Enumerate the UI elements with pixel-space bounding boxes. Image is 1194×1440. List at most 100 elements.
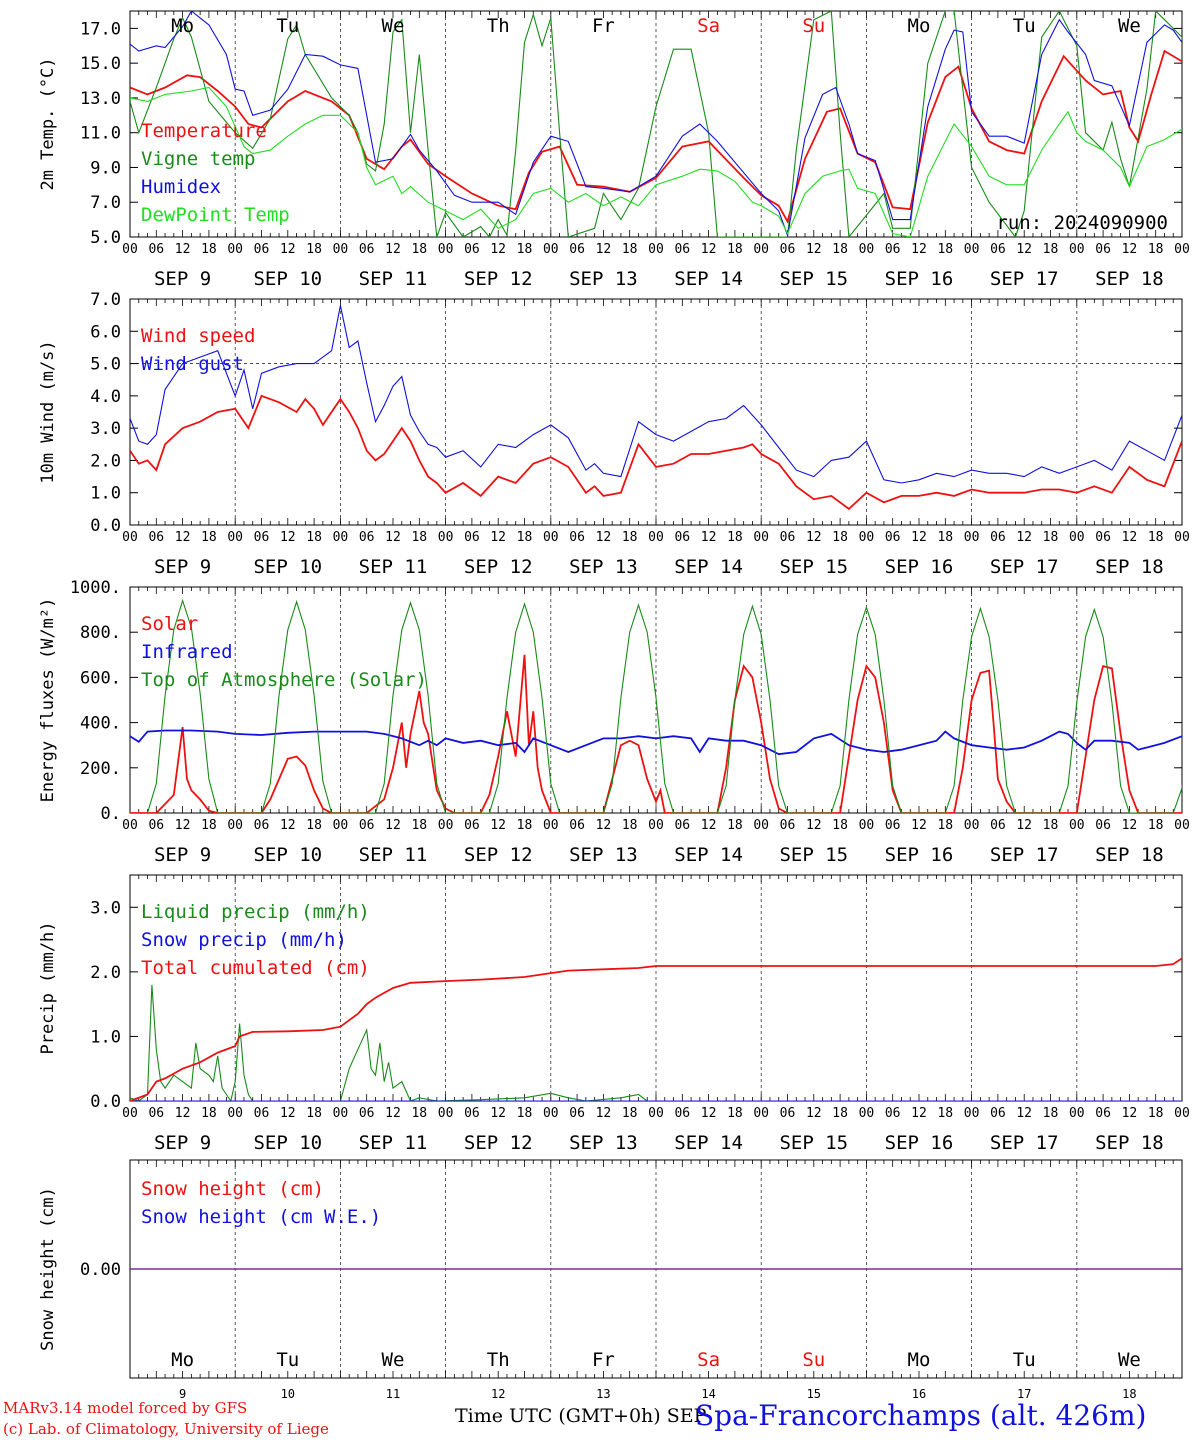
date-label: SEP 18 <box>1095 268 1164 290</box>
series-line-wind-speed <box>130 394 1182 511</box>
y-tick-label: 3.0 <box>90 898 121 918</box>
day-abbr: Fr <box>592 1349 615 1371</box>
hour-label: 12 <box>806 1106 822 1121</box>
series-line-dewpoint-temp <box>130 86 1182 237</box>
hour-label: 00 <box>438 242 454 257</box>
hour-label: 18 <box>306 242 322 257</box>
hour-label: 06 <box>885 818 901 833</box>
y-tick-label: 0.0 <box>90 1092 121 1112</box>
hour-label: 00 <box>227 242 243 257</box>
hour-label: 00 <box>859 1106 875 1121</box>
hour-label: 18 <box>937 242 953 257</box>
legend-entry: Total cumulated (cm) <box>141 957 370 979</box>
date-label: SEP 18 <box>1095 556 1164 578</box>
hour-label: 00 <box>438 1106 454 1121</box>
hour-label: 18 <box>201 530 217 545</box>
hour-label: 18 <box>937 530 953 545</box>
date-label: SEP 15 <box>779 556 848 578</box>
hour-label: 18 <box>832 818 848 833</box>
hour-label: 12 <box>911 242 927 257</box>
hour-label: 06 <box>1095 818 1111 833</box>
hour-label: 12 <box>175 530 191 545</box>
day-number: 13 <box>596 1387 610 1401</box>
hour-label: 06 <box>780 530 796 545</box>
hour-label: 06 <box>780 1106 796 1121</box>
hour-label: 00 <box>859 242 875 257</box>
date-label: SEP 17 <box>990 1132 1059 1154</box>
legend-entry: Snow height (cm W.E.) <box>141 1206 381 1228</box>
hour-label: 12 <box>175 242 191 257</box>
y-tick-label: 1.0 <box>90 1027 121 1047</box>
panel-3: 0. 200. 400. 600. 800. 1000. Energy fluxes (W/… <box>38 578 1190 866</box>
hour-label: 06 <box>674 530 690 545</box>
y-tick-label: 600. <box>80 668 121 688</box>
hour-label: 00 <box>122 242 138 257</box>
day-abbr: Tu <box>1013 15 1036 37</box>
day-abbr: We <box>382 15 405 37</box>
hour-label: 18 <box>1148 1106 1164 1121</box>
day-abbr: Th <box>487 1349 510 1371</box>
hour-label: 06 <box>359 1106 375 1121</box>
hour-label: 00 <box>227 818 243 833</box>
date-label: SEP 13 <box>569 844 638 866</box>
hour-label: 12 <box>490 1106 506 1121</box>
hour-label: 06 <box>1095 530 1111 545</box>
day-abbr: We <box>382 1349 405 1371</box>
hour-label: 12 <box>596 530 612 545</box>
y-tick-label: 5.0 <box>90 355 121 375</box>
hour-label: 06 <box>780 242 796 257</box>
hour-label: 18 <box>622 818 638 833</box>
hour-label: 12 <box>1016 530 1032 545</box>
hour-label: 06 <box>569 818 585 833</box>
hour-label: 12 <box>911 1106 927 1121</box>
series-line-infrared <box>130 729 1182 756</box>
hour-label: 12 <box>385 242 401 257</box>
hour-label: 00 <box>333 530 349 545</box>
hour-label: 12 <box>175 1106 191 1121</box>
date-label: SEP 18 <box>1095 1132 1164 1154</box>
date-label: SEP 14 <box>674 1132 743 1154</box>
hour-label: 06 <box>148 530 164 545</box>
y-tick-label: 800. <box>80 623 121 643</box>
date-label: SEP 11 <box>359 556 428 578</box>
day-number: 16 <box>912 1387 926 1401</box>
date-label: SEP 17 <box>990 556 1059 578</box>
hour-label: 06 <box>569 242 585 257</box>
hour-label: 00 <box>543 242 559 257</box>
legend-entry: Humidex <box>141 176 221 198</box>
hour-label: 12 <box>490 818 506 833</box>
hour-label: 18 <box>1043 818 1059 833</box>
day-number: 14 <box>701 1387 715 1401</box>
day-number: 12 <box>491 1387 505 1401</box>
date-label: SEP 16 <box>885 844 954 866</box>
date-label: SEP 13 <box>569 556 638 578</box>
hour-label: 12 <box>280 530 296 545</box>
y-tick-label: 9.0 <box>90 158 121 178</box>
hour-label: 12 <box>806 818 822 833</box>
series-line-liquid-precip-mm-h- <box>130 984 1182 1101</box>
y-tick-label: 11.0 <box>80 124 121 144</box>
day-abbr: Mo <box>171 1349 194 1371</box>
hour-label: 18 <box>517 530 533 545</box>
hour-label: 06 <box>1095 242 1111 257</box>
date-label: SEP 18 <box>1095 844 1164 866</box>
y-axis-label: 10m Wind (m/s) <box>38 340 58 483</box>
y-tick-label: 7.0 <box>90 290 121 310</box>
hour-label: 00 <box>1174 530 1190 545</box>
date-label: SEP 17 <box>990 268 1059 290</box>
legend-entry: Wind speed <box>141 325 255 347</box>
hour-label: 18 <box>727 530 743 545</box>
hour-label: 18 <box>411 1106 427 1121</box>
legend-entry: Temperature <box>141 120 267 142</box>
hour-label: 00 <box>1069 818 1085 833</box>
hour-label: 00 <box>648 1106 664 1121</box>
hour-label: 12 <box>1122 242 1138 257</box>
hour-label: 12 <box>385 818 401 833</box>
day-number: 15 <box>807 1387 821 1401</box>
legend-entry: DewPoint Temp <box>141 204 290 226</box>
hour-label: 00 <box>438 530 454 545</box>
date-label: SEP 11 <box>359 844 428 866</box>
date-label: SEP 15 <box>779 844 848 866</box>
day-abbr: We <box>1118 1349 1141 1371</box>
